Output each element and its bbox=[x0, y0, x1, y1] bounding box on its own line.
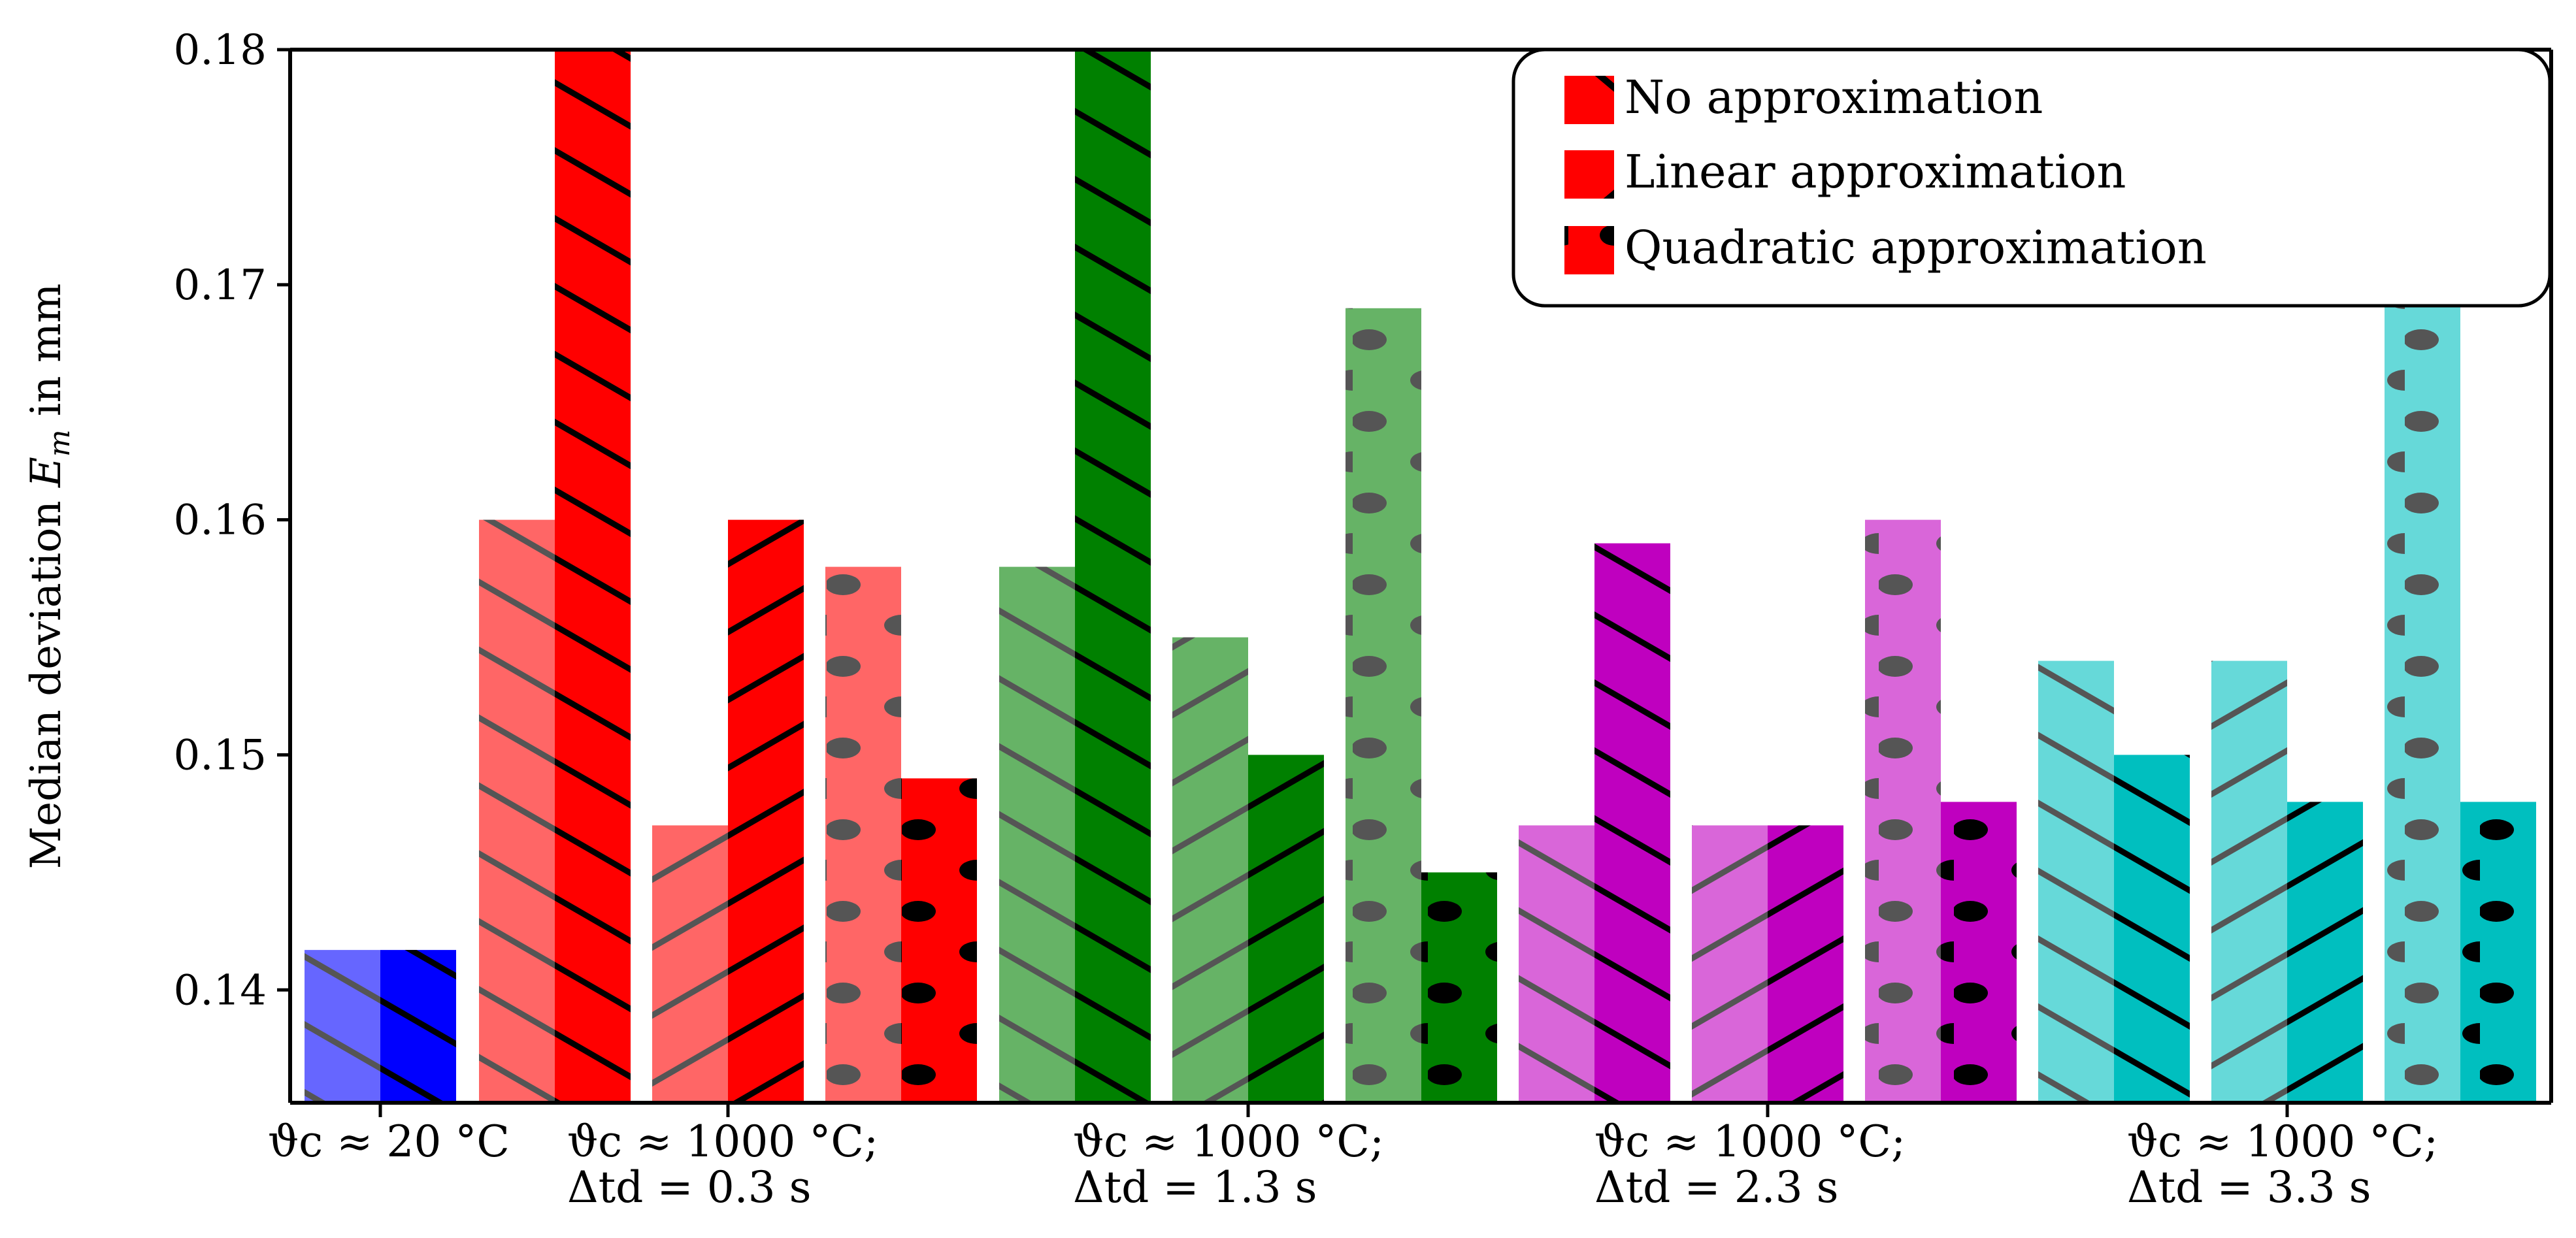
bars-layer bbox=[305, 50, 2536, 1103]
bar-dark-hatch-no-approximation-group-5 bbox=[2114, 755, 2190, 1103]
bar-dark-hatch-quadratic-approximation-group-5 bbox=[2460, 802, 2536, 1103]
y-axis-label-text: Median deviation bbox=[22, 487, 71, 869]
y-tick-label: 0.16 bbox=[174, 497, 267, 545]
bar-light-hatch-linear-approximation-group-3 bbox=[1172, 637, 1248, 1103]
bar-light-hatch-linear-approximation-group-2 bbox=[652, 825, 728, 1103]
bar-light-hatch-no-approximation-group-5 bbox=[2038, 660, 2114, 1103]
bar-light-hatch-quadratic-approximation-group-2 bbox=[825, 566, 901, 1103]
bar-light-hatch-no-approximation-group-2 bbox=[479, 519, 555, 1103]
bar-group-4 bbox=[1519, 519, 2017, 1103]
x-tick-label-group-4-line-1: ϑc ≈ 1000 °C; bbox=[1594, 1116, 1906, 1167]
y-axis-label-subscript: m bbox=[43, 429, 76, 457]
y-tick-label: 0.18 bbox=[174, 26, 267, 74]
bar-dark-hatch-quadratic-approximation-group-4 bbox=[1941, 802, 2017, 1103]
y-axis-label: Median deviation Em in mm bbox=[22, 284, 76, 870]
legend-swatch-hatch-slash bbox=[1564, 150, 1614, 199]
bar-group-3 bbox=[999, 50, 1497, 1103]
bar-dark-hatch-quadratic-approximation-group-3 bbox=[1421, 872, 1497, 1103]
x-tick-label-group-4-line-2: Δtd = 2.3 s bbox=[1594, 1162, 1839, 1213]
y-axis-label-suffix: in mm bbox=[22, 284, 71, 430]
bar-dark-hatch-linear-approximation-group-5 bbox=[2287, 802, 2363, 1103]
bar-dark-hatch-linear-approximation-group-2 bbox=[728, 519, 804, 1103]
x-tick-label-group-3-line-1: ϑc ≈ 1000 °C; bbox=[1073, 1116, 1384, 1167]
bar-light-hatch-no-approximation-group-4 bbox=[1519, 825, 1594, 1103]
y-axis-ticks: 0.14 0.15 0.16 0.17 0.18 bbox=[174, 26, 290, 1015]
x-axis-ticks: ϑc ≈ 20 °C ϑc ≈ 1000 °C;Δtd = 0.3 sϑc ≈ 1… bbox=[268, 1103, 2438, 1213]
bar-light-hatch-no-approximation-group-1 bbox=[305, 950, 380, 1103]
y-tick-label: 0.15 bbox=[174, 731, 267, 779]
x-tick-label-group-5-line-1: ϑc ≈ 1000 °C; bbox=[2127, 1116, 2438, 1167]
y-axis-label-symbol: E bbox=[22, 457, 71, 488]
bar-light-hatch-linear-approximation-group-4 bbox=[1692, 825, 1768, 1103]
bar-dark-hatch-linear-approximation-group-4 bbox=[1768, 825, 1843, 1103]
bar-dark-hatch-no-approximation-group-2 bbox=[555, 50, 631, 1103]
bar-light-hatch-quadratic-approximation-group-3 bbox=[1346, 308, 1421, 1103]
bar-group-2 bbox=[479, 50, 977, 1103]
bar-light-hatch-quadratic-approximation-group-4 bbox=[1865, 519, 1941, 1103]
bar-dark-hatch-no-approximation-group-3 bbox=[1075, 50, 1151, 1103]
legend-entry-quadratic-approximation: Quadratic approximation bbox=[1564, 221, 2207, 274]
legend-frame bbox=[1511, 48, 2552, 308]
bar-group-1 bbox=[305, 950, 456, 1103]
legend-swatch-hatch-backslash bbox=[1564, 76, 1614, 124]
legend-label-quadratic-approximation: Quadratic approximation bbox=[1625, 221, 2207, 274]
legend-entry-no-approximation: No approximation bbox=[1564, 71, 2043, 124]
bar-dark-hatch-quadratic-approximation-group-2 bbox=[901, 778, 977, 1103]
legend-entry-linear-approximation: Linear approximation bbox=[1564, 145, 2126, 199]
x-tick-label-group-5-line-2: Δtd = 3.3 s bbox=[2127, 1162, 2371, 1213]
bar-dark-hatch-linear-approximation-group-3 bbox=[1248, 755, 1324, 1103]
legend-label-no-approximation: No approximation bbox=[1625, 71, 2043, 124]
bar-dark-hatch-no-approximation-group-4 bbox=[1594, 543, 1670, 1103]
legend-label-linear-approximation: Linear approximation bbox=[1625, 145, 2126, 199]
y-tick-label: 0.17 bbox=[174, 261, 267, 310]
y-tick-label: 0.14 bbox=[174, 966, 267, 1015]
bar-light-hatch-linear-approximation-group-5 bbox=[2211, 660, 2287, 1103]
x-tick-label-group-2-line-2: Δtd = 0.3 s bbox=[567, 1162, 812, 1213]
x-tick-label-group-2-line-1: ϑc ≈ 1000 °C; bbox=[567, 1116, 878, 1167]
bar-dark-hatch-no-approximation-group-1 bbox=[380, 950, 456, 1103]
legend: No approximation Linear approximation Qu… bbox=[1511, 48, 2552, 308]
x-tick-label-group-1-line-1: ϑc ≈ 20 °C bbox=[268, 1116, 510, 1167]
x-tick-label-group-3-line-2: Δtd = 1.3 s bbox=[1073, 1162, 1317, 1213]
legend-swatch-hatch-dots bbox=[1564, 226, 1614, 274]
bar-light-hatch-no-approximation-group-3 bbox=[999, 566, 1075, 1103]
